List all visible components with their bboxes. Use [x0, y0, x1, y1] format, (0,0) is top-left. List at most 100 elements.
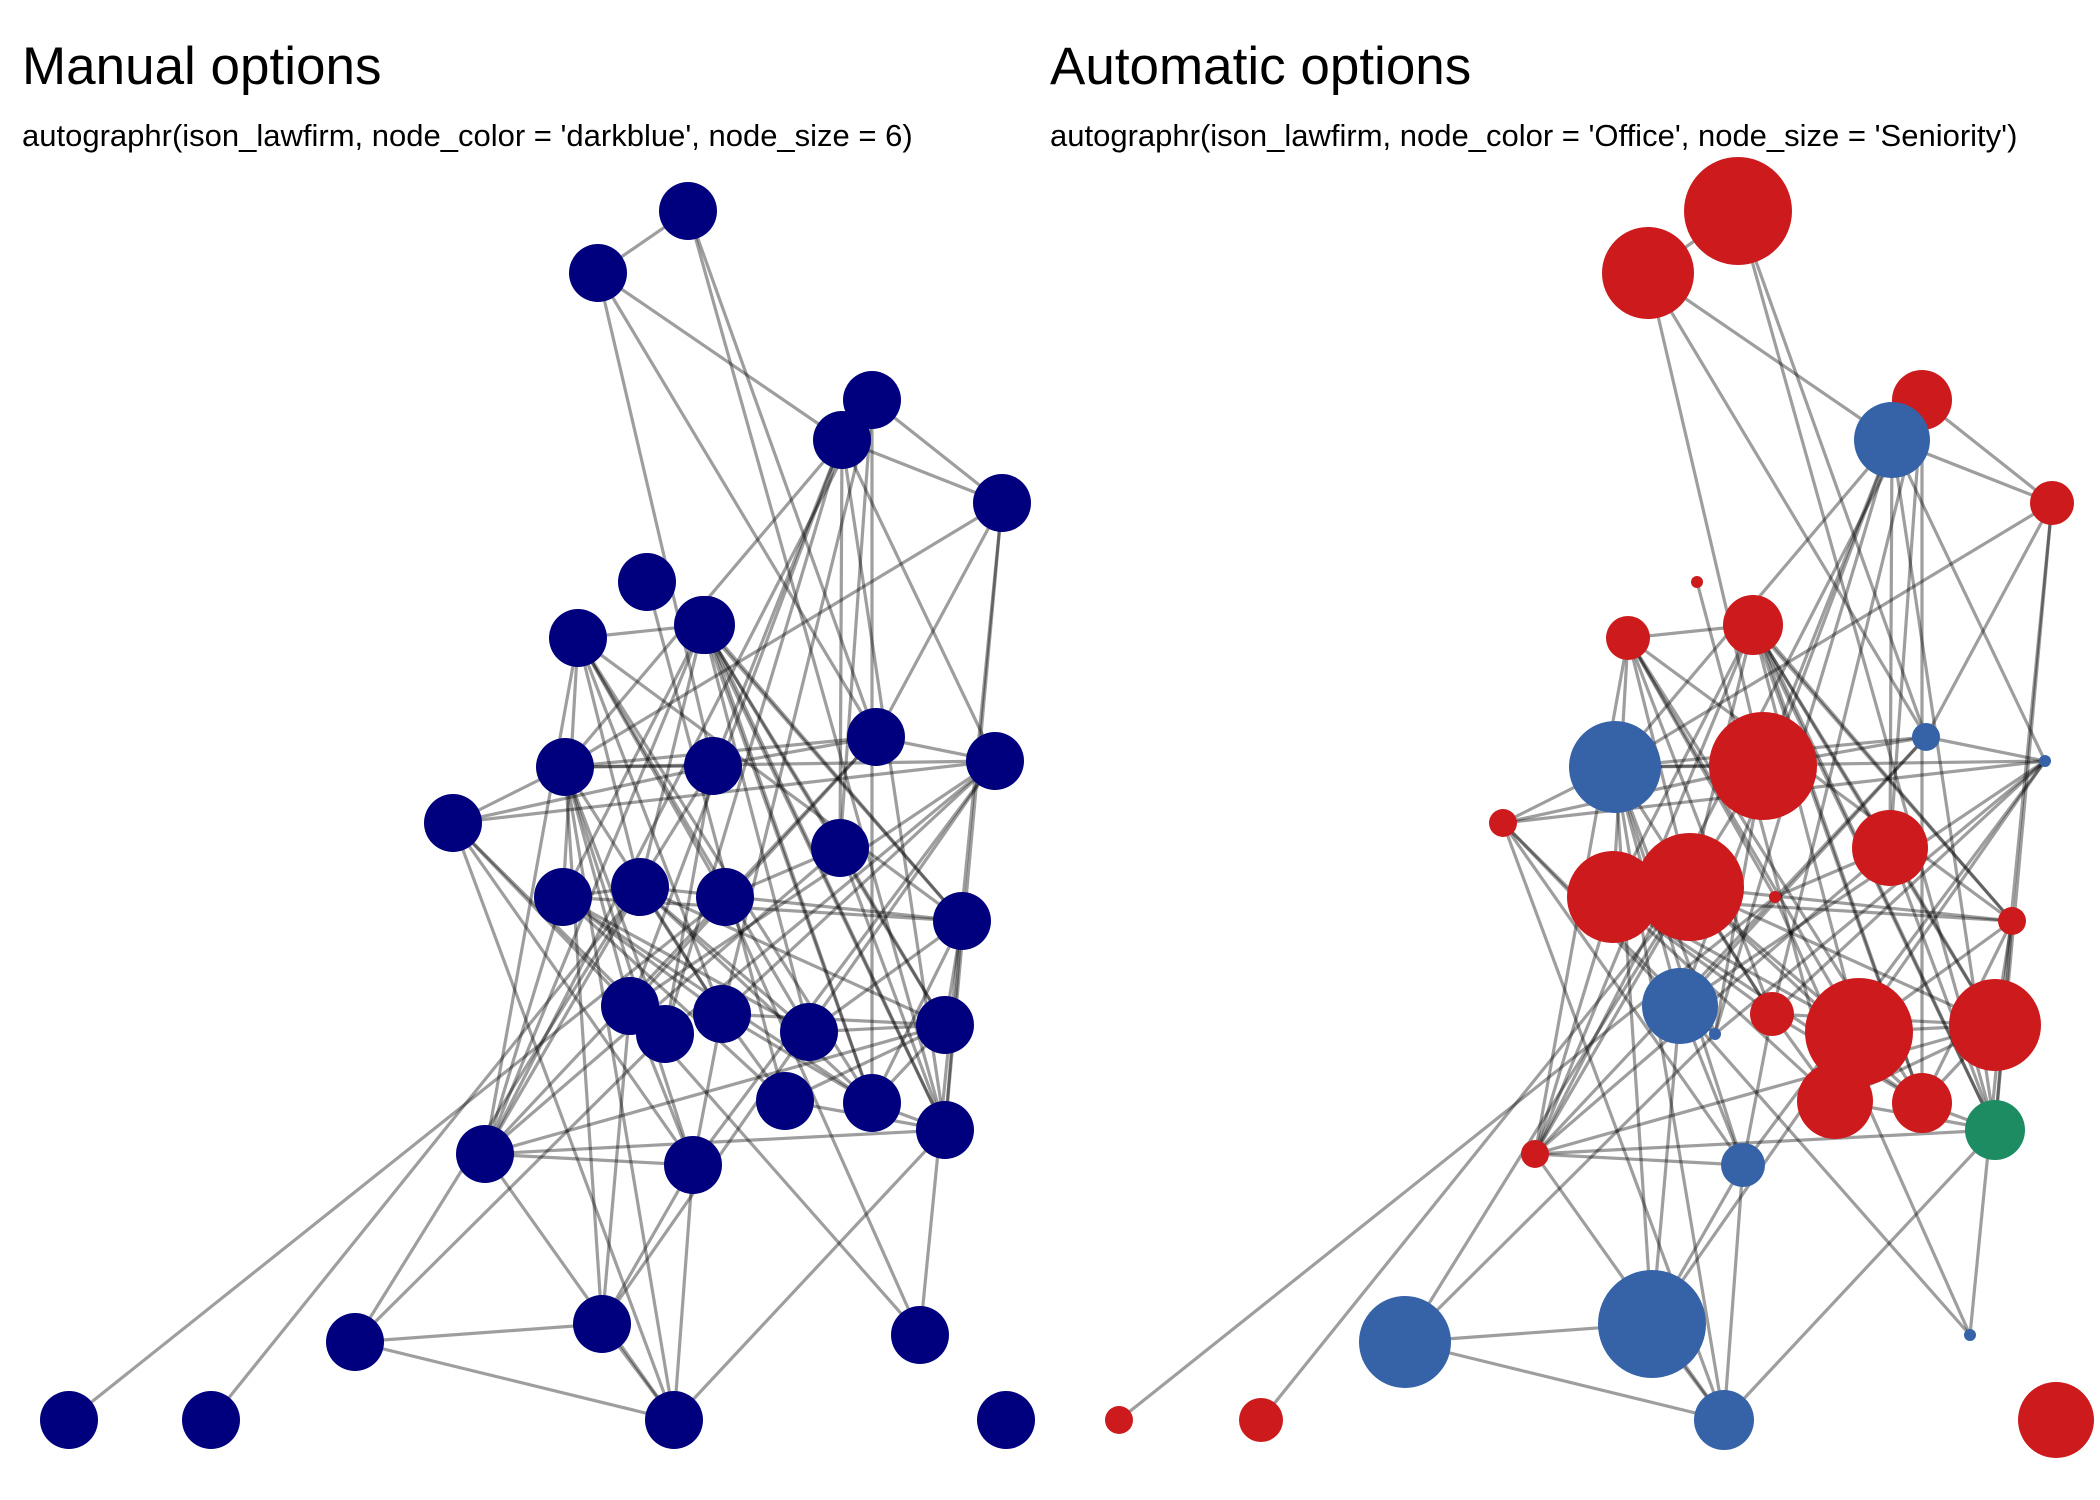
edge	[639, 885, 946, 1027]
edge	[1736, 210, 1928, 738]
node	[1489, 809, 1517, 837]
edge	[638, 885, 811, 1034]
edge	[701, 624, 947, 1131]
edge	[1614, 759, 2046, 769]
edge	[1924, 502, 2054, 738]
node	[1721, 1143, 1765, 1187]
edge	[1890, 439, 2047, 762]
edge	[483, 896, 565, 1155]
node	[2018, 1382, 2094, 1458]
edge	[600, 1164, 695, 1325]
node	[40, 1391, 98, 1449]
node	[1636, 833, 1744, 941]
edge	[600, 1005, 632, 1325]
edge	[672, 1128, 947, 1422]
node	[611, 858, 669, 916]
edge	[563, 766, 695, 1166]
node	[456, 1125, 514, 1183]
edge	[1888, 439, 1894, 849]
edge	[628, 735, 878, 1008]
edge	[1614, 501, 2053, 769]
edge	[784, 1023, 946, 1103]
edge	[597, 271, 843, 442]
edge	[1773, 896, 1972, 1336]
node	[601, 977, 659, 1035]
edge	[723, 896, 922, 1336]
nodes-group	[40, 182, 1035, 1449]
node	[843, 371, 901, 429]
edge	[1403, 1032, 1717, 1344]
edge	[629, 759, 996, 1008]
edge	[484, 1128, 946, 1156]
node	[1912, 723, 1940, 751]
node	[618, 553, 676, 611]
edge	[562, 895, 810, 1034]
edge	[663, 439, 844, 1035]
edge	[639, 885, 963, 923]
edge	[720, 759, 997, 1016]
node	[1854, 402, 1930, 478]
node	[1569, 721, 1661, 813]
node	[1769, 891, 1781, 903]
edge	[563, 766, 676, 1421]
edge	[596, 272, 715, 767]
node	[811, 819, 869, 877]
node	[1949, 979, 2041, 1071]
node	[1105, 1406, 1133, 1434]
edge	[576, 637, 724, 1015]
node	[1964, 1329, 1976, 1341]
node	[1709, 1028, 1721, 1040]
edge	[701, 624, 874, 1104]
edge	[1626, 637, 1777, 898]
edge	[691, 760, 997, 1166]
edge	[1611, 895, 1837, 1103]
edge	[1888, 399, 1924, 849]
node	[756, 1072, 814, 1130]
edge	[686, 210, 878, 738]
edge	[483, 735, 878, 1156]
node	[847, 708, 905, 766]
node	[182, 1391, 240, 1449]
edge	[354, 1322, 603, 1344]
node	[1998, 907, 2026, 935]
node	[696, 868, 754, 926]
edge	[838, 847, 947, 1131]
edge	[1678, 735, 1928, 1008]
node	[693, 985, 751, 1043]
edge	[1501, 822, 1745, 1166]
edge	[1713, 759, 2047, 1036]
node	[977, 1391, 1035, 1449]
node	[326, 1313, 384, 1371]
edge	[483, 1153, 676, 1421]
edge	[721, 1012, 873, 1105]
node	[1852, 810, 1928, 886]
node	[645, 1391, 703, 1449]
edge	[701, 624, 842, 849]
node	[684, 737, 742, 795]
edge	[564, 501, 1003, 769]
node	[916, 1101, 974, 1159]
edge	[561, 895, 787, 1103]
edge	[1689, 885, 1996, 1027]
edge	[1534, 1023, 1996, 1156]
node	[573, 1295, 631, 1353]
node	[780, 1003, 838, 1061]
edge	[1761, 439, 1894, 767]
node	[536, 738, 594, 796]
edge	[1404, 1340, 1725, 1422]
node	[1694, 1390, 1754, 1450]
edge	[484, 1152, 694, 1167]
node	[534, 868, 592, 926]
edge	[1754, 623, 2014, 923]
edge	[576, 637, 727, 898]
node	[916, 996, 974, 1054]
node	[1567, 851, 1659, 943]
edge	[1770, 759, 2047, 1016]
edge	[1534, 1128, 1996, 1156]
edge	[1626, 637, 1774, 1015]
node	[1750, 992, 1794, 1036]
edge	[1751, 624, 1861, 1033]
edge	[483, 624, 705, 1155]
node	[549, 609, 607, 667]
edge	[838, 847, 947, 1026]
